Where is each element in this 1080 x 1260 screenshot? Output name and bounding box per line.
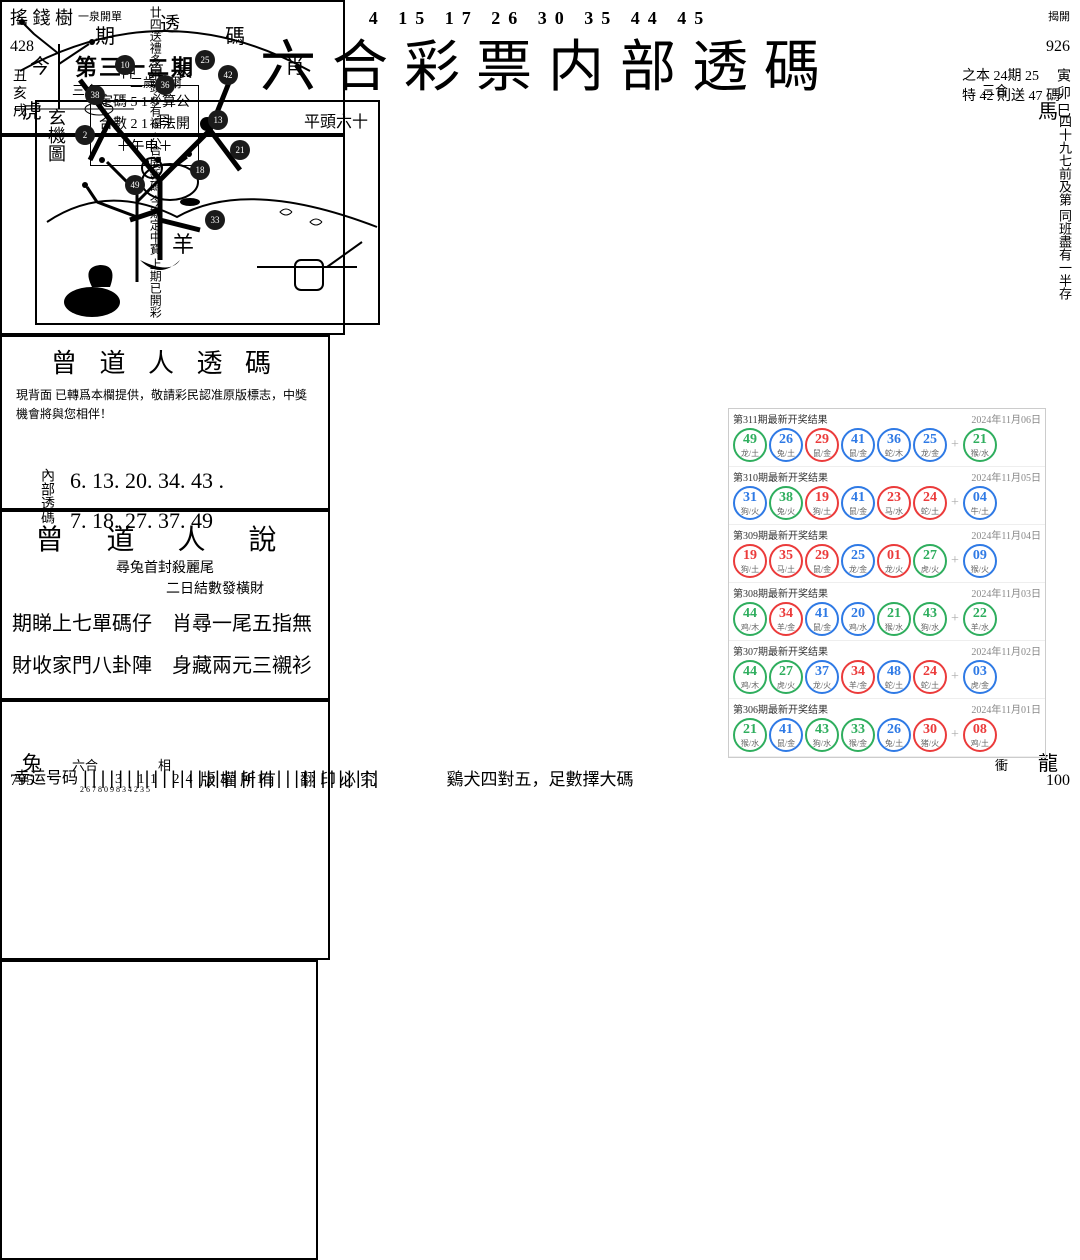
svg-text:2: 2 bbox=[83, 130, 88, 140]
result-issue: 第311期最新开奖结果 bbox=[733, 411, 828, 426]
result-row: 第307期最新开奖结果 2024年11月02日 44鸡/木27虎/火37龙/火34羊… bbox=[729, 641, 1045, 699]
cdr-s-sub1: 尋兔首封殺麗尾 bbox=[2, 558, 328, 579]
result-issue: 第309期最新开奖结果 bbox=[733, 527, 828, 542]
lottery-ball: 29鼠/金 bbox=[805, 428, 839, 462]
lottery-ball: 24蛇/土 bbox=[913, 486, 947, 520]
lottery-ball: 37龙/火 bbox=[805, 660, 839, 694]
result-row: 第308期最新开奖结果 2024年11月03日 44鸡/木34羊/金41鼠/金20鸡… bbox=[729, 583, 1045, 641]
result-row: 第306期最新开奖结果 2024年11月01日 21猴/水41鼠/金43狗/水33猴… bbox=[729, 699, 1045, 757]
lottery-ball: 38兔/火 bbox=[769, 486, 803, 520]
panel-caodaoren-shuo: 曾 道 人 說 尋兔首封殺麗尾 二日結數發橫財 期睇上七單碼仔 肖尋一尾五指無 … bbox=[0, 510, 330, 700]
plus-icon: + bbox=[949, 495, 961, 511]
copyright-text: 版權所有 翻印必究 bbox=[200, 766, 380, 790]
lottery-ball: 26兔/土 bbox=[769, 428, 803, 462]
lottery-ball-special: 22羊/水 bbox=[963, 602, 997, 636]
result-date: 2024年11月04日 bbox=[971, 527, 1041, 542]
cdr-tm-hand-1: 之本 24期 25 bbox=[962, 65, 1060, 85]
plus-icon: + bbox=[949, 669, 961, 685]
lottery-ball: 41鼠/金 bbox=[769, 718, 803, 752]
lottery-ball: 21猴/水 bbox=[877, 602, 911, 636]
handwrite-label: 內部透碼 bbox=[36, 468, 56, 524]
result-row: 第310期最新开奖结果 2024年11月05日 31狗/火38兔/火19狗/土41鼠… bbox=[729, 467, 1045, 525]
lottery-ball: 49龙/土 bbox=[733, 428, 767, 462]
result-date: 2024年11月06日 bbox=[971, 411, 1041, 426]
money-tree-svg: 10 38 2 36 25 42 13 21 18 49 33 bbox=[30, 20, 290, 270]
svg-text:38: 38 bbox=[91, 90, 101, 100]
plus-icon: + bbox=[949, 727, 961, 743]
lottery-ball-special: 08鸡/土 bbox=[963, 718, 997, 752]
lottery-ball: 20鸡/水 bbox=[841, 602, 875, 636]
lottery-ball: 44鸡/木 bbox=[733, 660, 767, 694]
cdr-tm-title: 曾 道 人 透 碼 bbox=[2, 343, 328, 380]
svg-text:49: 49 bbox=[131, 180, 141, 190]
lottery-ball: 34羊/金 bbox=[769, 602, 803, 636]
lottery-ball: 30猪/火 bbox=[913, 718, 947, 752]
lottery-ball: 43狗/水 bbox=[805, 718, 839, 752]
hand-nums-1: 6. 13. 20. 34. 43 . bbox=[70, 468, 224, 494]
result-row: 第311期最新开奖结果 2024年11月06日 49龙/土26兔/土29鼠/金41鼠… bbox=[729, 409, 1045, 467]
lottery-ball: 19狗/土 bbox=[733, 544, 767, 578]
panel-jinqi-touma-xiao: 今期透碼肖 虎 馬 兔 龍 三合 三合 六合 衝 二歲偶爾 目 相 + bbox=[0, 700, 330, 960]
result-date: 2024年11月01日 bbox=[971, 701, 1041, 716]
cdr-s-l1: 期睇上七單碼仔 肖尋一尾五指無 bbox=[2, 600, 328, 648]
svg-text:25: 25 bbox=[201, 55, 211, 65]
plus-icon: + bbox=[949, 553, 961, 569]
lottery-ball: 27虎/火 bbox=[913, 544, 947, 578]
svg-text:36: 36 bbox=[161, 80, 171, 90]
main-title: 六合彩票内部透碼 bbox=[260, 22, 836, 103]
svg-text:42: 42 bbox=[224, 70, 233, 80]
result-issue: 第306期最新开奖结果 bbox=[733, 701, 828, 716]
lottery-ball: 23马/水 bbox=[877, 486, 911, 520]
lottery-ball: 01龙/火 bbox=[877, 544, 911, 578]
result-issue: 第310期最新开奖结果 bbox=[733, 469, 828, 484]
lottery-ball: 25龙/金 bbox=[913, 428, 947, 462]
lottery-ball: 35马/土 bbox=[769, 544, 803, 578]
lottery-ball: 27虎/火 bbox=[769, 660, 803, 694]
lottery-results: 第311期最新开奖结果2024年11月06日49龙/土26兔/土29鼠/金41鼠… bbox=[728, 408, 1046, 758]
lottery-ball: 33猴/金 bbox=[841, 718, 875, 752]
svg-text:13: 13 bbox=[214, 115, 224, 125]
lottery-ball: 31狗/火 bbox=[733, 486, 767, 520]
lottery-ball: 36蛇/木 bbox=[877, 428, 911, 462]
ss-right-top-num: 926 bbox=[1046, 38, 1070, 56]
svg-text:33: 33 bbox=[211, 215, 221, 225]
result-issue: 第307期最新开奖结果 bbox=[733, 643, 828, 658]
lottery-ball-special: 03虎/金 bbox=[963, 660, 997, 694]
result-date: 2024年11月02日 bbox=[971, 643, 1041, 658]
lottery-ball: 41鼠/金 bbox=[841, 486, 875, 520]
barcode-number: 267809834235 bbox=[80, 785, 152, 794]
cdr-s-sub2: 二日結數發橫財 bbox=[2, 579, 328, 600]
plus-icon: + bbox=[949, 437, 961, 453]
lbl-tr: 三合 bbox=[982, 80, 1008, 99]
cdr-s-l2: 財收家門八卦陣 身藏兩元三襯衫 bbox=[2, 648, 328, 690]
cdr-tm-body: 現背面 已轉爲本欄提供，敬請彩民認准原版標志，中獎機會將與您相伴！ bbox=[2, 380, 328, 430]
hand-nums-2: 7. 18. 27. 37. 49 bbox=[70, 508, 213, 534]
lottery-ball: 44鸡/木 bbox=[733, 602, 767, 636]
lottery-ball: 26兔/土 bbox=[877, 718, 911, 752]
lottery-ball: 41鼠/金 bbox=[841, 428, 875, 462]
lottery-ball: 43狗/水 bbox=[913, 602, 947, 636]
plus-icon: + bbox=[949, 611, 961, 627]
lottery-ball: 34羊/金 bbox=[841, 660, 875, 694]
lottery-ball: 48蛇/土 bbox=[877, 660, 911, 694]
lottery-ball: 24蛇/土 bbox=[913, 660, 947, 694]
svg-text:21: 21 bbox=[236, 145, 245, 155]
result-row: 第309期最新开奖结果 2024年11月04日 19狗/土35马/土29鼠/金25龙… bbox=[729, 525, 1045, 583]
lottery-ball: 21猴/水 bbox=[733, 718, 767, 752]
lottery-ball: 19狗/土 bbox=[805, 486, 839, 520]
lottery-ball: 29鼠/金 bbox=[805, 544, 839, 578]
lottery-ball-special: 09猴/火 bbox=[963, 544, 997, 578]
svg-text:10: 10 bbox=[121, 60, 131, 70]
result-date: 2024年11月05日 bbox=[971, 469, 1041, 484]
svg-text:18: 18 bbox=[196, 165, 206, 175]
result-date: 2024年11月03日 bbox=[971, 585, 1041, 600]
lottery-ball-special: 21猴/水 bbox=[963, 428, 997, 462]
yqs-side-text: 四十九七前及第 同班盡有一半存 bbox=[1053, 115, 1074, 300]
lottery-ball-special: 04牛/土 bbox=[963, 486, 997, 520]
result-issue: 第308期最新开奖结果 bbox=[733, 585, 828, 600]
lottery-ball: 41鼠/金 bbox=[805, 602, 839, 636]
yqs-corner: 揭開 bbox=[1048, 8, 1070, 24]
panel-yaoqianshu: 搖 錢 樹 揭開 四十九七前及第 同班盡有一半存 鷄犬四對五，足數擇大碼 103… bbox=[0, 960, 318, 1260]
lottery-ball: 25龙/金 bbox=[841, 544, 875, 578]
